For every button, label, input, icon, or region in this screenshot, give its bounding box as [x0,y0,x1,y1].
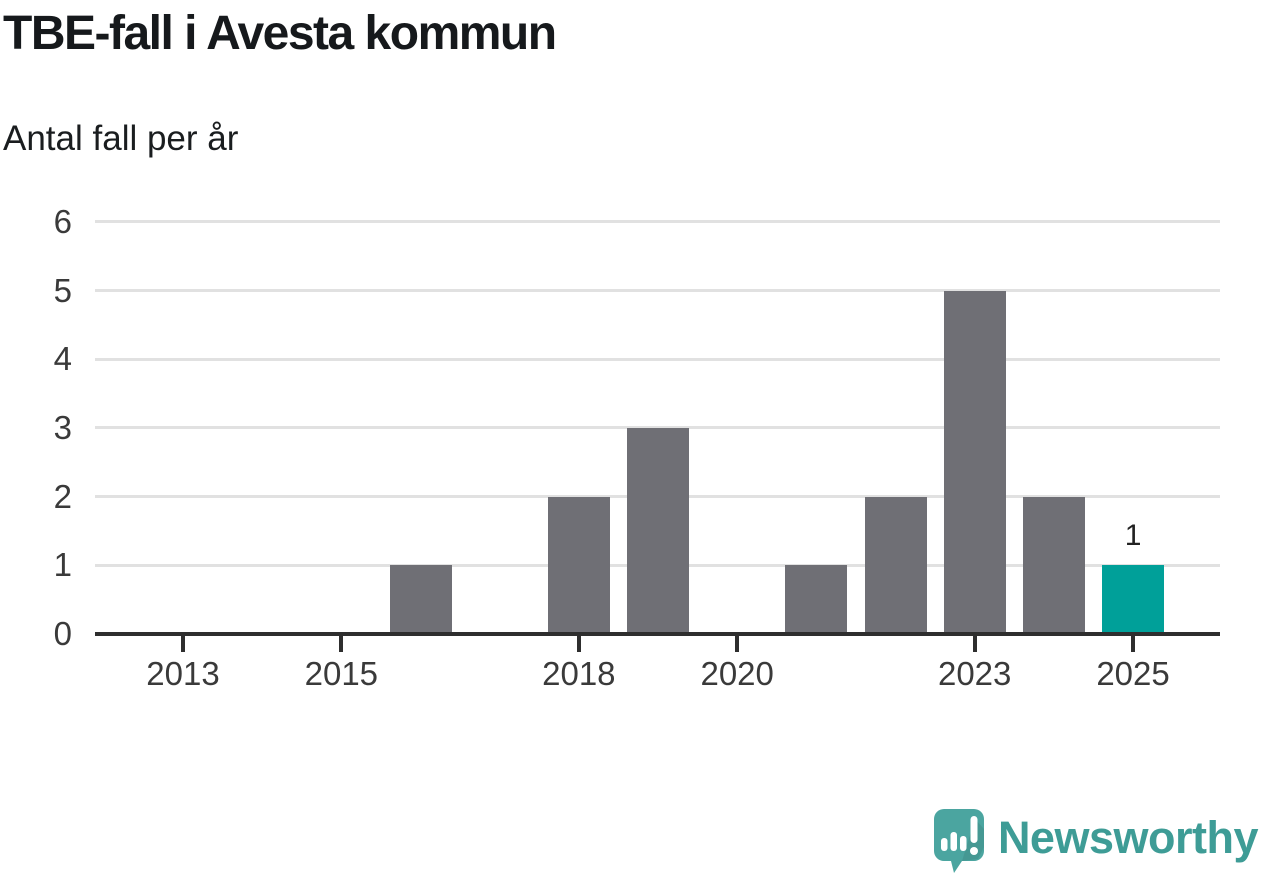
x-axis-tick-2013 [181,636,185,652]
gridline-y-4 [95,357,1220,361]
newsworthy-logo-text: Newsworthy [997,812,1259,863]
chart-subtitle: Antal fall per år [3,119,239,158]
y-axis-tick-label: 5 [53,271,72,309]
bar-2021 [785,565,848,634]
bar-2023 [943,290,1006,634]
x-axis-tick-label: 2015 [304,655,379,692]
gridline-y-5 [95,289,1220,292]
x-axis-tick-2018 [576,636,581,652]
x-axis-tick-label: 2020 [700,655,774,692]
y-axis-tick-label: 0 [53,615,72,652]
x-axis-tick-2020 [735,636,740,652]
x-axis-tick-label: 2025 [1096,655,1170,692]
y-axis-tick-label: 6 [53,202,72,240]
x-axis-tick-label: 2023 [937,655,1012,692]
x-axis-tick-2025 [1131,636,1136,652]
x-axis-line [95,632,1220,636]
y-axis-tick-label: 3 [53,408,72,446]
x-axis-tick-label: 2018 [542,655,616,692]
x-axis-tick-2015 [339,636,344,652]
bar-2024 [1022,496,1085,634]
chart-title: TBE-fall i Avesta kommun [3,7,557,60]
bar-2018 [547,496,610,634]
newsworthy-logo: Newsworthy [932,807,1259,874]
newsworthy-speech-bubble-chart-icon [933,809,984,873]
y-axis-tick-label: 2 [53,477,72,515]
x-axis-tick-label: 2013 [146,655,220,692]
x-axis-tick-2023 [972,636,977,652]
bar-2019 [627,427,690,634]
bar-2016 [389,565,452,634]
bar-value-label: 1 [1124,519,1142,553]
y-axis-tick-label: 1 [53,546,72,584]
gridline-y-6 [95,220,1220,224]
bar-2022 [864,496,927,634]
bar-2025 [1102,565,1165,634]
y-axis-tick-label: 4 [53,340,72,378]
